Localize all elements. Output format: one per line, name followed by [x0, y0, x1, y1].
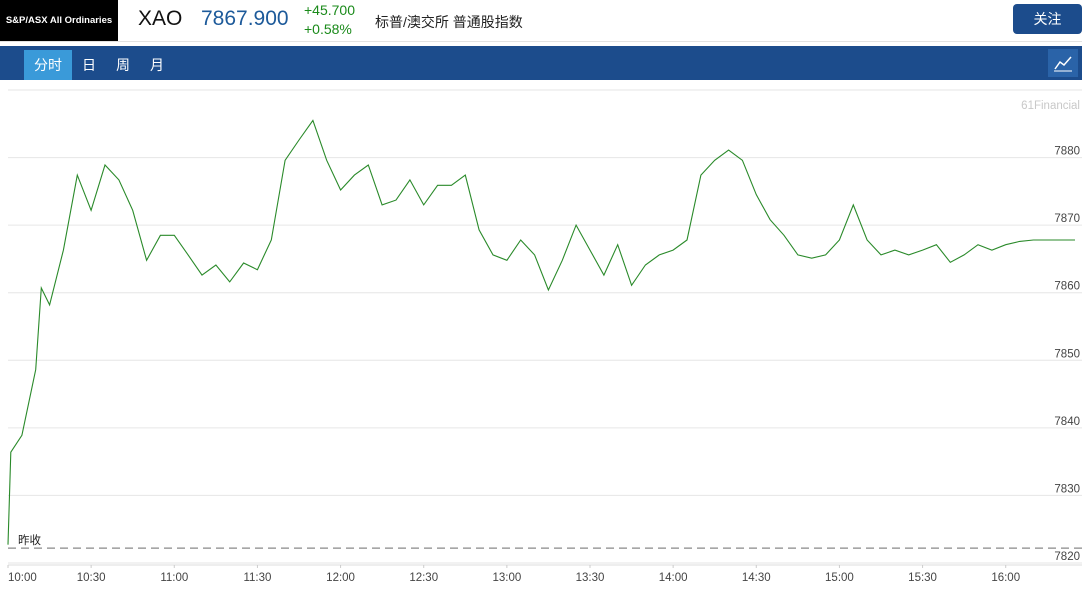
tab[interactable]: 周 [116, 57, 130, 73]
y-tick-label: 7860 [1054, 281, 1080, 293]
x-tick-label: 10:00 [8, 572, 37, 584]
x-tick-label: 11:00 [160, 572, 188, 584]
change-pct: +0.58% [304, 21, 352, 37]
y-tick-label: 7840 [1054, 416, 1080, 428]
watermark: 61Financial [1021, 100, 1080, 112]
y-tick-label: 7870 [1054, 213, 1080, 225]
x-tick-label: 16:00 [991, 572, 1020, 584]
x-tick-label: 12:00 [326, 572, 355, 584]
prev-close-label: 昨收 [18, 533, 41, 547]
x-tick-label: 10:30 [77, 572, 106, 584]
x-tick-label: 14:00 [659, 572, 688, 584]
symbol: XAO [138, 7, 183, 30]
x-tick-label: 13:00 [492, 572, 521, 584]
header: S&P/ASX All Ordinaries XAO 7867.900 +45.… [0, 0, 1082, 42]
tab-bar: 分时日 周 月 [0, 46, 1082, 80]
index-name: 标普/澳交所 普通股指数 [375, 14, 523, 30]
x-tick-label: 12:30 [409, 572, 438, 584]
y-tick-label: 7880 [1054, 146, 1080, 158]
x-tick-label: 15:00 [825, 572, 854, 584]
tab[interactable]: 日 [82, 57, 96, 73]
price-line [7, 119, 1075, 545]
chart-icon[interactable] [1048, 49, 1078, 77]
y-tick-label: 7820 [1054, 551, 1080, 563]
y-tick-label: 7850 [1054, 348, 1080, 360]
tab[interactable]: 月 [150, 57, 164, 73]
price: 7867.900 [201, 7, 289, 30]
x-tick-label: 14:30 [742, 572, 771, 584]
logo: S&P/ASX All Ordinaries [0, 0, 118, 41]
tab[interactable]: 分时 [24, 50, 72, 80]
y-tick-label: 7830 [1054, 483, 1080, 495]
x-tick-label: 11:30 [243, 572, 271, 584]
icon [1054, 56, 1072, 72]
change: +45.700 [304, 2, 355, 18]
follow-button[interactable]: 关注 [1013, 4, 1082, 34]
x-tick-label: 15:30 [908, 572, 937, 584]
x-tick-label: 13:30 [576, 572, 605, 584]
